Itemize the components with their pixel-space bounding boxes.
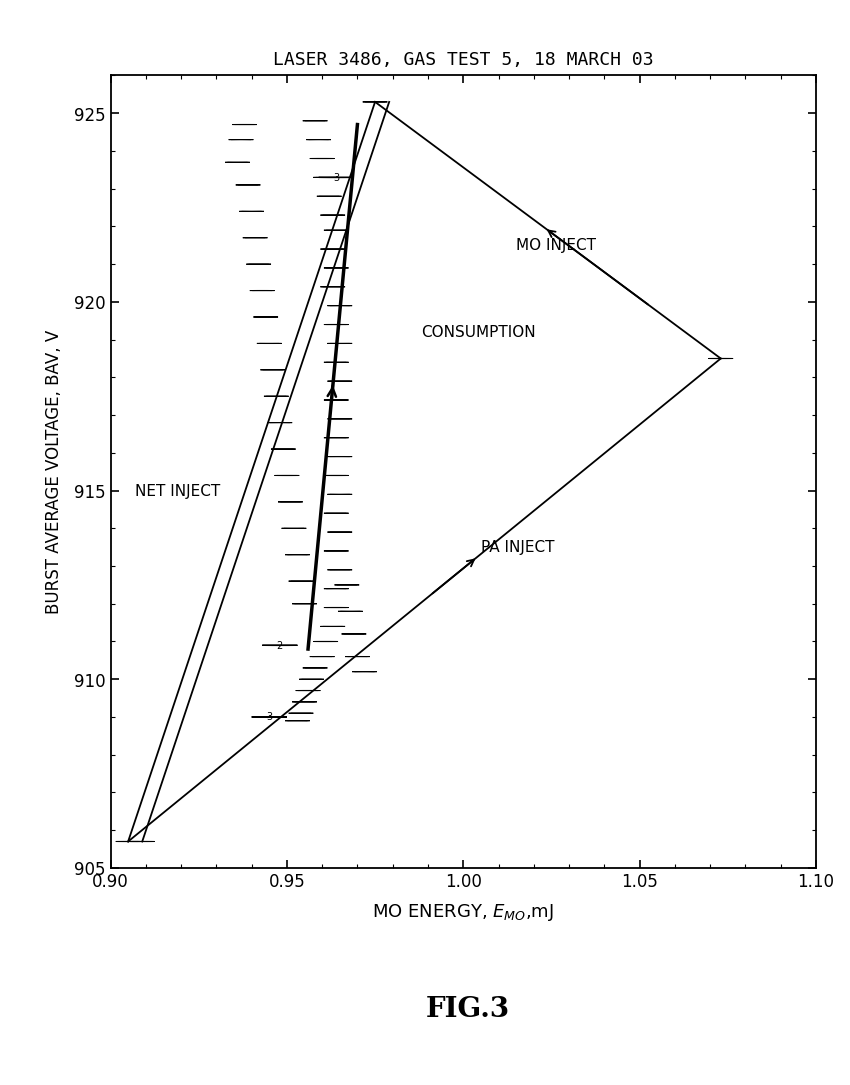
Text: 3: 3 [333, 173, 339, 182]
Text: PA INJECT: PA INJECT [481, 540, 554, 554]
Text: MO INJECT: MO INJECT [516, 239, 596, 253]
Text: 3: 3 [266, 712, 272, 723]
Text: NET INJECT: NET INJECT [135, 483, 220, 498]
Text: CONSUMPTION: CONSUMPTION [421, 324, 536, 340]
X-axis label: MO ENERGY, $E_{MO}$,mJ: MO ENERGY, $E_{MO}$,mJ [372, 902, 554, 923]
Text: FIG.3: FIG.3 [426, 996, 509, 1022]
Y-axis label: BURST AVERAGE VOLTAGE, BAV, V: BURST AVERAGE VOLTAGE, BAV, V [45, 330, 63, 614]
Title: LASER 3486, GAS TEST 5, 18 MARCH 03: LASER 3486, GAS TEST 5, 18 MARCH 03 [273, 51, 654, 68]
Text: 2: 2 [277, 640, 283, 651]
